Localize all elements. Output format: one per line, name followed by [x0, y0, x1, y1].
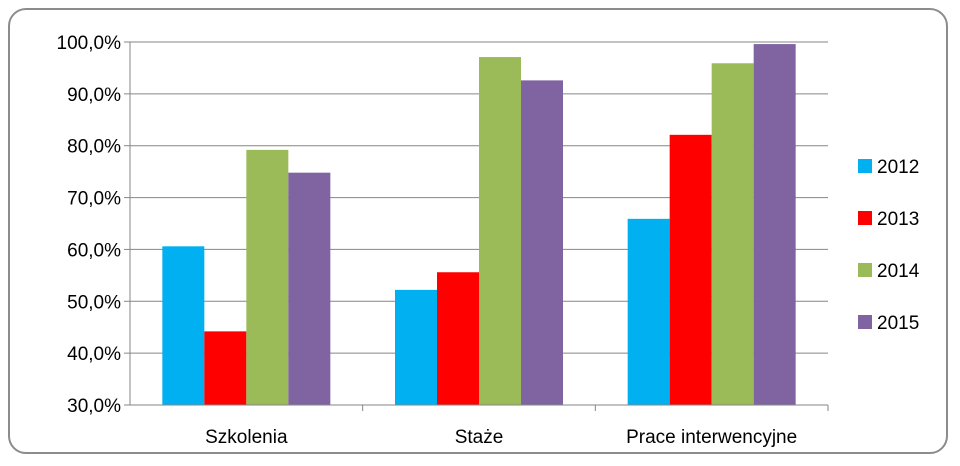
y-tick-label: 40,0%: [67, 344, 121, 365]
x-tick-label: Staże: [455, 427, 504, 448]
legend-label-2014: 2014: [877, 261, 920, 282]
bar-2015-1: [521, 80, 563, 406]
legend-swatch-2014: [858, 263, 872, 277]
bar-2012-0: [162, 246, 205, 405]
legend-label-2012: 2012: [877, 157, 919, 178]
legend-swatch-2013: [858, 211, 872, 225]
bar-2014-0: [246, 149, 289, 405]
bar-2014-1: [479, 57, 521, 405]
legend-swatch-2012: [858, 159, 872, 173]
bar-2015-0: [288, 172, 331, 405]
bars: [162, 44, 796, 406]
legend-label-2015: 2015: [877, 313, 919, 334]
axes: 30,0% 40,0% 50,0% 60,0% 70,0% 80,0% 90,0% 100,0…: [57, 33, 829, 448]
y-tick-label: 100,0%: [57, 33, 122, 54]
bar-2012-1: [395, 289, 437, 405]
bar-2013-1: [437, 272, 479, 405]
y-tick-label: 60,0%: [67, 240, 121, 261]
y-tick-label: 30,0%: [67, 396, 121, 417]
y-tick-label: 80,0%: [67, 137, 121, 158]
y-tick-label: 50,0%: [67, 292, 121, 313]
x-tick-label: Szkolenia: [205, 427, 288, 448]
bar-2015-2: [753, 44, 796, 406]
legend-swatch-2015: [858, 315, 872, 329]
y-tick-label: 90,0%: [67, 85, 121, 106]
legend-label-2013: 2013: [877, 209, 919, 230]
bar-2014-2: [711, 63, 754, 406]
bar-2013-2: [669, 134, 712, 405]
bar-2012-2: [627, 218, 670, 405]
legend: 2012 2013 2014 2015: [858, 157, 920, 334]
bar-2013-0: [204, 331, 247, 405]
y-tick-label: 70,0%: [67, 189, 121, 210]
x-tick-label: Prace interwencyjne: [626, 427, 797, 448]
